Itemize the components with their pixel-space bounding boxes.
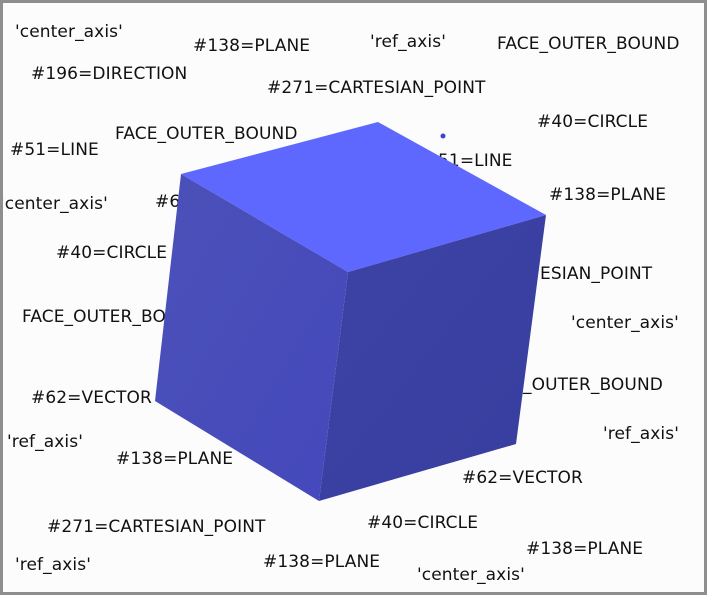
label-center-axis: 'center_axis': [0, 194, 108, 214]
label-center-axis: 'center_axis': [15, 22, 123, 42]
label-cartesian-point: #271=CARTESIAN_POINT: [47, 517, 266, 537]
label-center-axis: 'center_axis': [571, 313, 679, 333]
label-plane: #138=PLANE: [263, 552, 381, 572]
point-marker[interactable]: [440, 133, 446, 139]
cube-top-face[interactable]: [181, 122, 546, 272]
label-ref-axis: 'ref_axis': [7, 432, 83, 452]
label-vector: #62=VECTOR: [31, 388, 152, 408]
label-ref-axis: 'ref_axis': [15, 555, 91, 575]
label-plane: #138=PLANE: [116, 449, 234, 469]
label-circle: #40=CIRCLE: [56, 243, 168, 263]
label-vector: #62=VECTOR: [462, 468, 583, 488]
label-face-outer-bound-partial: FACE_OUTER_BO: [22, 307, 166, 327]
label-plane: #138=PLANE: [193, 36, 311, 56]
label-face-outer-bound-partial: _OUTER_BOUND: [523, 375, 663, 395]
cube-right-face[interactable]: [319, 215, 546, 501]
label-cartesian-point-partial: ESIAN_POINT: [540, 264, 653, 284]
label-plane: #138=PLANE: [549, 185, 667, 205]
label-center-axis: 'center_axis': [417, 565, 525, 585]
label-partial: #6: [155, 192, 181, 212]
3d-viewport[interactable]: [3, 3, 704, 592]
label-plane: #138=PLANE: [526, 539, 644, 559]
label-face-outer-bound: FACE_OUTER_BOUND: [115, 124, 298, 144]
cube-left-face[interactable]: [155, 174, 348, 501]
label-line: #51=LINE: [10, 140, 99, 160]
label-ref-axis: 'ref_axis': [603, 424, 679, 444]
label-cartesian-point: #271=CARTESIAN_POINT: [267, 78, 486, 98]
cube[interactable]: [155, 122, 546, 501]
label-face-outer-bound: FACE_OUTER_BOUND: [497, 34, 680, 54]
label-direction: #196=DIRECTION: [31, 64, 188, 84]
label-circle: #40=CIRCLE: [367, 513, 479, 533]
label-circle: #40=CIRCLE: [537, 112, 649, 132]
label-ref-axis: 'ref_axis': [370, 32, 446, 52]
